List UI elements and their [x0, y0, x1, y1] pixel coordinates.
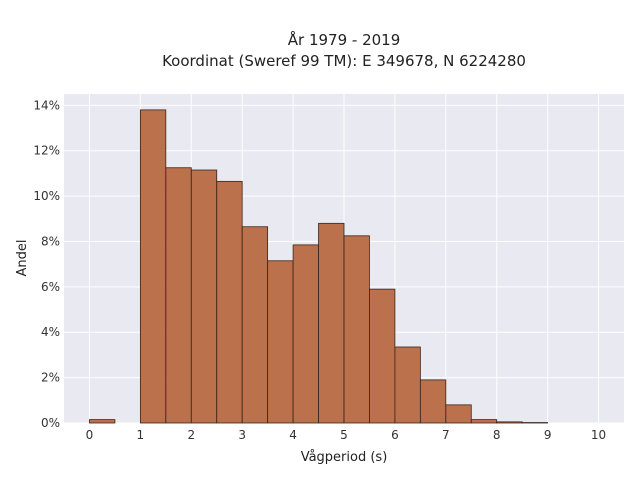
chart-title-line1: År 1979 - 2019: [288, 30, 401, 49]
x-tick-label: 0: [86, 428, 94, 442]
histogram-bar: [445, 404, 472, 424]
bars: [89, 109, 549, 424]
y-tick-label: 4%: [41, 325, 60, 339]
x-tick-label: 2: [187, 428, 195, 442]
histogram-bar: [89, 419, 116, 424]
x-tick-label: 8: [493, 428, 501, 442]
x-tick-label: 10: [591, 428, 606, 442]
histogram-bar: [241, 226, 269, 424]
histogram-bar: [318, 222, 345, 424]
x-tick-label: 6: [391, 428, 399, 442]
y-tick-label: 6%: [41, 280, 60, 294]
histogram-bar: [369, 288, 396, 424]
histogram-bar: [394, 346, 421, 424]
y-tick-label: 0%: [41, 416, 60, 430]
histogram-bar: [165, 167, 192, 424]
histogram-bar: [470, 419, 498, 424]
x-tick-labels: 0 1 2 3 4 5 6 7 8 9 10: [86, 428, 607, 442]
y-axis-label: Andel: [15, 240, 30, 277]
histogram-bar: [419, 379, 447, 424]
histogram-bar: [139, 109, 167, 424]
x-tick-label: 9: [544, 428, 552, 442]
histogram-bar: [292, 244, 319, 424]
y-tick-label: 10%: [33, 189, 60, 203]
x-tick-label: 3: [238, 428, 246, 442]
x-tick-label: 7: [442, 428, 450, 442]
x-tick-label: 5: [340, 428, 348, 442]
histogram-bar: [190, 169, 218, 424]
y-tick-label: 12%: [33, 144, 60, 158]
histogram-bar: [343, 235, 370, 424]
y-tick-label: 14%: [33, 98, 60, 112]
histogram-bar: [267, 260, 294, 424]
x-tick-label: 1: [137, 428, 145, 442]
x-axis-label: Vågperiod (s): [301, 450, 388, 465]
y-tick-label: 2%: [41, 371, 60, 385]
y-tick-label: 8%: [41, 234, 60, 248]
chart-title-line2: Koordinat (Sweref 99 TM): E 349678, N 62…: [162, 52, 526, 70]
x-tick-label: 4: [289, 428, 297, 442]
histogram-bar: [216, 180, 243, 424]
y-tick-labels: 0% 2% 4% 6% 8% 10% 12% 14%: [33, 98, 60, 430]
histogram-bar: [496, 421, 523, 424]
